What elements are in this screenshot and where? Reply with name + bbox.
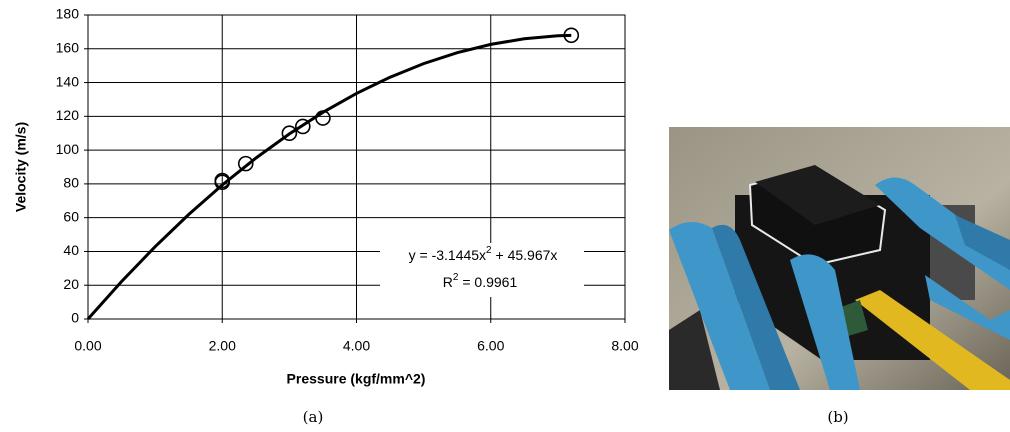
r-part: R (443, 274, 453, 290)
equation-exponent: 2 (486, 245, 492, 256)
x-tick-label: 6.00 (477, 338, 504, 354)
data-point (294, 118, 311, 135)
plot-frame (87, 14, 626, 320)
data-point (563, 27, 580, 44)
caption: (a) (303, 408, 324, 426)
equation-part: + 45.967x (492, 247, 558, 263)
y-tick-label: 100 (56, 141, 80, 157)
trend-equation: y = -3.1445x2 + 45.967x (409, 245, 558, 263)
r-part: = 0.9961 (458, 274, 517, 290)
y-tick-label: 160 (56, 39, 80, 55)
marks (86, 27, 580, 321)
data-point (237, 155, 254, 172)
y-tick-label: 180 (56, 6, 80, 22)
y-tick-label: 80 (63, 175, 79, 191)
data-point (315, 110, 331, 126)
y-tick-label: 120 (56, 107, 80, 123)
x-tick-label: 8.00 (611, 338, 638, 354)
x-tick-label: 4.00 (343, 338, 370, 354)
y-axis-title: Velocity (m/s) (13, 122, 29, 212)
equation-box (380, 243, 584, 297)
y-tick-label: 140 (56, 73, 80, 89)
x-tick-label: 0.00 (74, 338, 101, 354)
data-point (214, 174, 231, 190)
y-tick-label: 60 (63, 208, 79, 224)
grid: 0 20 40 60 80 100 120 140 160 180 0.00 2.00 4.00 6.00… (56, 6, 639, 354)
y-tick-label: 40 (63, 242, 79, 258)
equation-part: y = -3.1445x (409, 247, 486, 263)
r-squared: R2 = 0.9961 (443, 272, 518, 290)
x-axis-title: Pressure (kgf/mm^2) (287, 371, 426, 387)
y-tick-label: 20 (63, 276, 79, 292)
photo (669, 127, 1010, 390)
caption: (b) (827, 408, 848, 426)
trendline (86, 33, 572, 321)
data-point (281, 125, 298, 142)
y-tick-label: 0 (71, 310, 79, 326)
r-exponent: 2 (453, 272, 459, 283)
x-tick-label: 2.00 (209, 338, 236, 354)
